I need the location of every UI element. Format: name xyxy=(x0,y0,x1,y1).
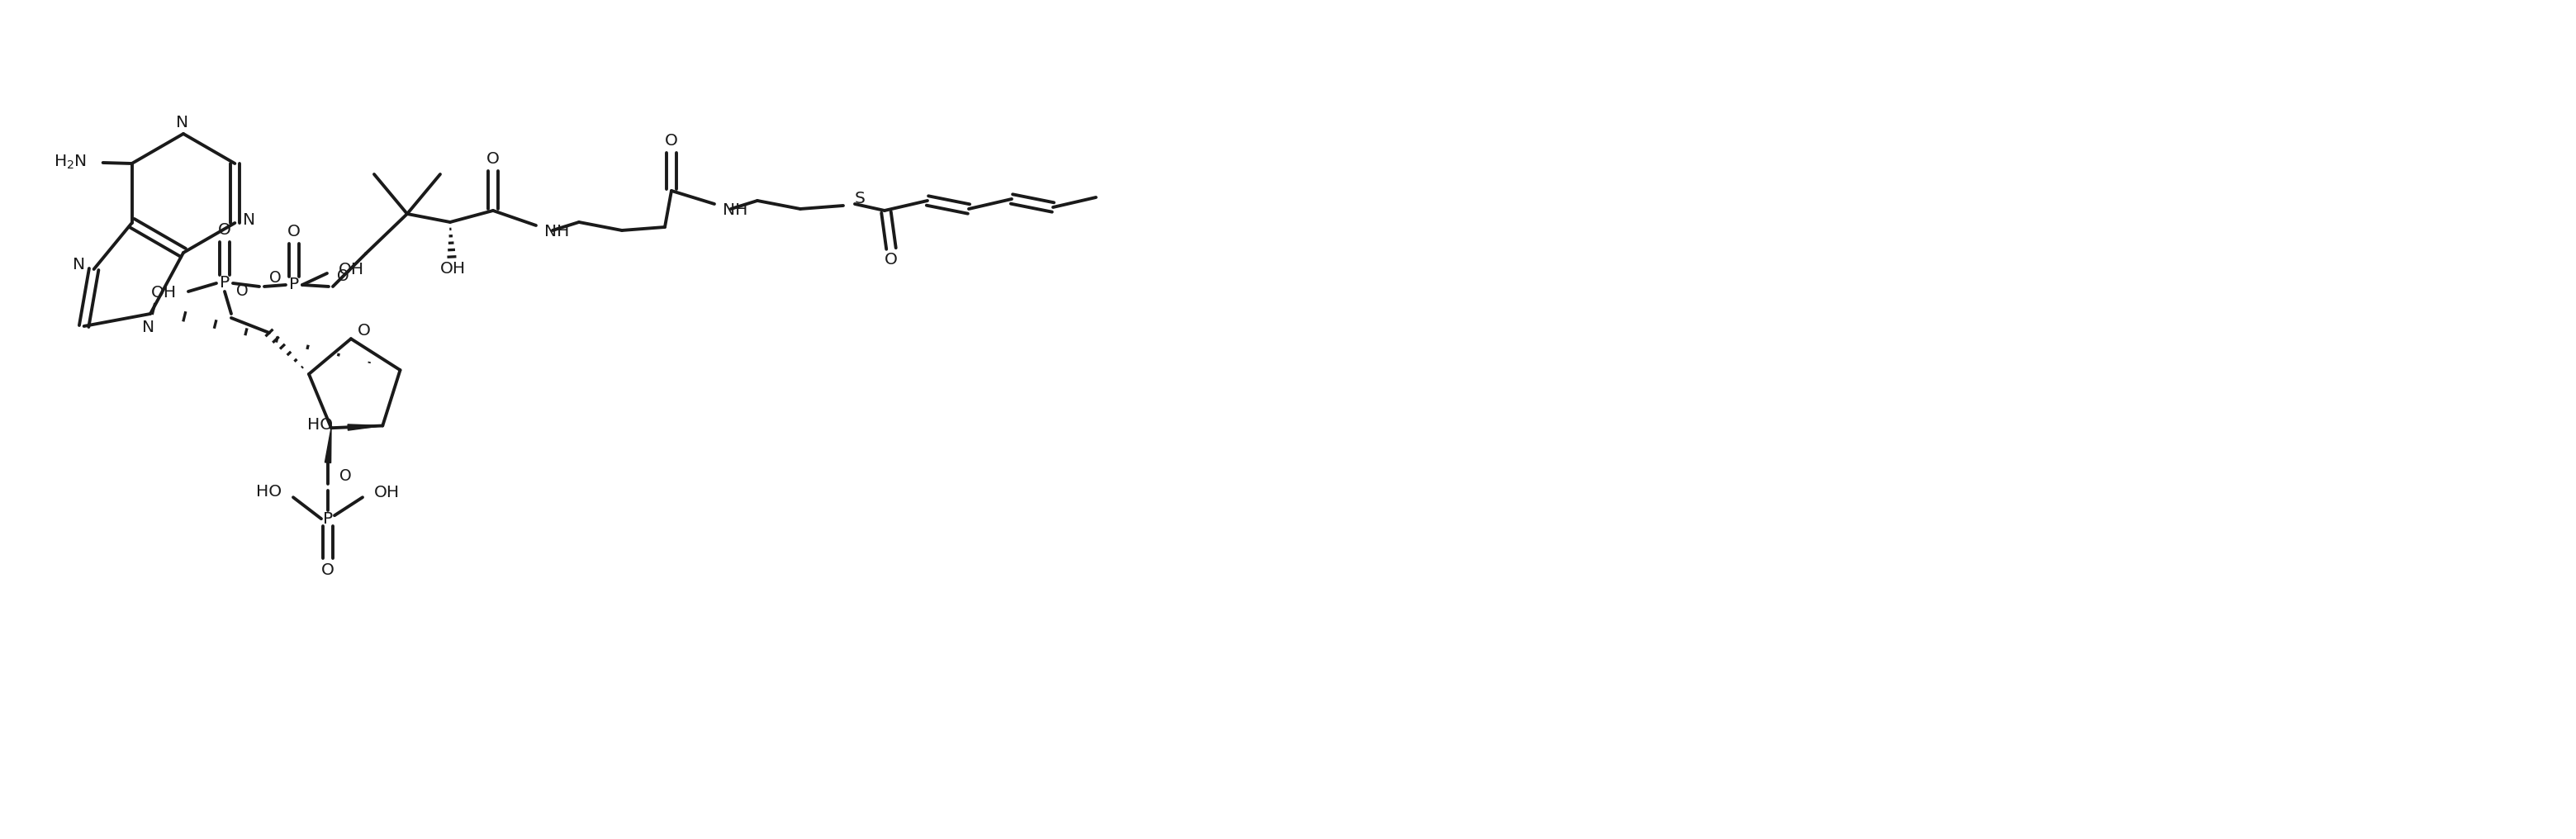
Text: O: O xyxy=(884,253,896,268)
Text: O: O xyxy=(270,270,281,286)
Text: OH: OH xyxy=(374,484,399,500)
Text: O: O xyxy=(237,284,247,300)
Text: O: O xyxy=(358,323,371,338)
Text: N: N xyxy=(175,114,188,130)
Text: N: N xyxy=(242,211,255,227)
Text: OH: OH xyxy=(152,285,178,301)
Text: O: O xyxy=(340,468,350,484)
Text: N: N xyxy=(72,257,85,272)
Text: P: P xyxy=(289,277,299,293)
Text: HO: HO xyxy=(255,484,281,499)
Text: OH: OH xyxy=(337,262,363,278)
Text: O: O xyxy=(337,268,348,284)
Text: HO: HO xyxy=(307,417,332,433)
Text: OH: OH xyxy=(440,262,466,277)
Text: P: P xyxy=(322,511,332,527)
Text: H$_2$N: H$_2$N xyxy=(54,153,88,170)
Polygon shape xyxy=(348,425,384,430)
Text: NH: NH xyxy=(544,224,569,240)
Text: N: N xyxy=(142,319,155,335)
Text: O: O xyxy=(487,152,500,167)
Polygon shape xyxy=(325,428,332,463)
Text: O: O xyxy=(289,224,301,240)
Text: P: P xyxy=(219,275,229,291)
Text: NH: NH xyxy=(724,203,747,218)
Text: S: S xyxy=(855,191,866,207)
Text: O: O xyxy=(665,133,677,149)
Text: O: O xyxy=(219,222,232,238)
Text: O: O xyxy=(322,562,335,578)
